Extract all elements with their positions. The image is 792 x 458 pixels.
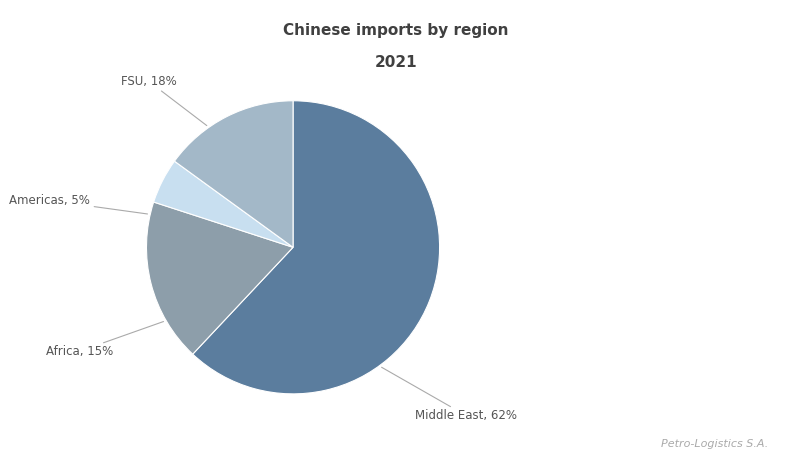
Text: Chinese imports by region: Chinese imports by region (284, 23, 508, 38)
Text: Africa, 15%: Africa, 15% (46, 322, 163, 358)
Text: FSU, 18%: FSU, 18% (121, 75, 207, 125)
Wedge shape (192, 101, 440, 394)
Text: Middle East, 62%: Middle East, 62% (382, 367, 517, 422)
Wedge shape (174, 101, 293, 247)
Wedge shape (147, 202, 293, 354)
Wedge shape (154, 161, 293, 247)
Text: 2021: 2021 (375, 55, 417, 70)
Text: Petro-Logistics S.A.: Petro-Logistics S.A. (661, 439, 768, 449)
Text: Americas, 5%: Americas, 5% (10, 194, 147, 214)
